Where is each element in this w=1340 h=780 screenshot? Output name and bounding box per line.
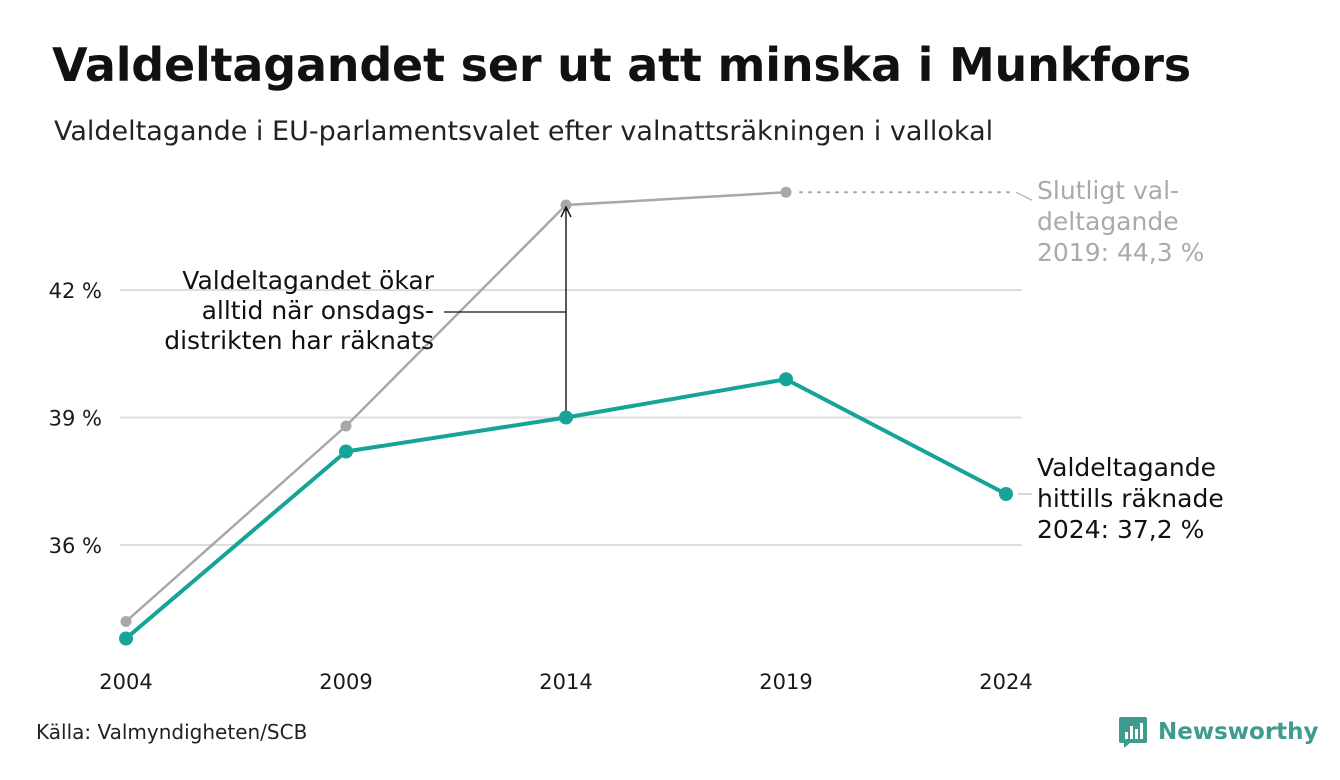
x-tick-label: 2004 bbox=[99, 670, 152, 694]
data-point-counted bbox=[559, 410, 573, 425]
y-tick-label: 36 % bbox=[49, 534, 102, 558]
increase-annotation: distrikten har räknats bbox=[164, 326, 434, 355]
increase-annotation: Valdeltagandet ökar bbox=[182, 266, 434, 295]
data-point-final bbox=[120, 616, 132, 627]
final-series-label: deltagande bbox=[1037, 207, 1179, 236]
y-tick-label: 42 % bbox=[49, 279, 102, 303]
data-point-final bbox=[780, 186, 792, 198]
x-tick-label: 2019 bbox=[759, 670, 812, 694]
series-line-final bbox=[125, 191, 787, 623]
brand-name: Newsworthy bbox=[1158, 719, 1319, 745]
y-tick-label: 39 % bbox=[49, 407, 102, 431]
increase-arrowhead bbox=[560, 205, 572, 218]
chart-subtitle: Valdeltagande i EU-parlamentsvalet efter… bbox=[54, 116, 994, 147]
x-tick-label: 2024 bbox=[979, 670, 1032, 694]
counted-series-label: Valdeltagande bbox=[1037, 453, 1216, 482]
data-point-counted bbox=[119, 631, 133, 646]
counted-series-label: hittills räknade bbox=[1037, 484, 1224, 513]
x-tick-label: 2014 bbox=[539, 670, 592, 694]
label-connector bbox=[1015, 191, 1033, 201]
data-point-final bbox=[340, 420, 352, 432]
chart-title: Valdeltagandet ser ut att minska i Munkf… bbox=[52, 38, 1191, 92]
counted-series-label: 2024: 37,2 % bbox=[1037, 515, 1204, 544]
newsworthy-logo-icon bbox=[1119, 717, 1147, 748]
final-series-label: 2019: 44,3 % bbox=[1037, 238, 1204, 267]
data-point-counted bbox=[779, 372, 793, 387]
final-series-label: Slutligt val- bbox=[1037, 176, 1179, 205]
data-point-final bbox=[560, 199, 572, 211]
data-point-counted bbox=[339, 444, 353, 459]
data-point-counted bbox=[999, 487, 1013, 501]
x-tick-label: 2009 bbox=[319, 670, 372, 694]
source-note: Källa: Valmyndigheten/SCB bbox=[36, 720, 308, 744]
brand-logo: Newsworthy bbox=[1118, 714, 1319, 750]
increase-annotation: alltid när onsdags- bbox=[202, 296, 434, 325]
